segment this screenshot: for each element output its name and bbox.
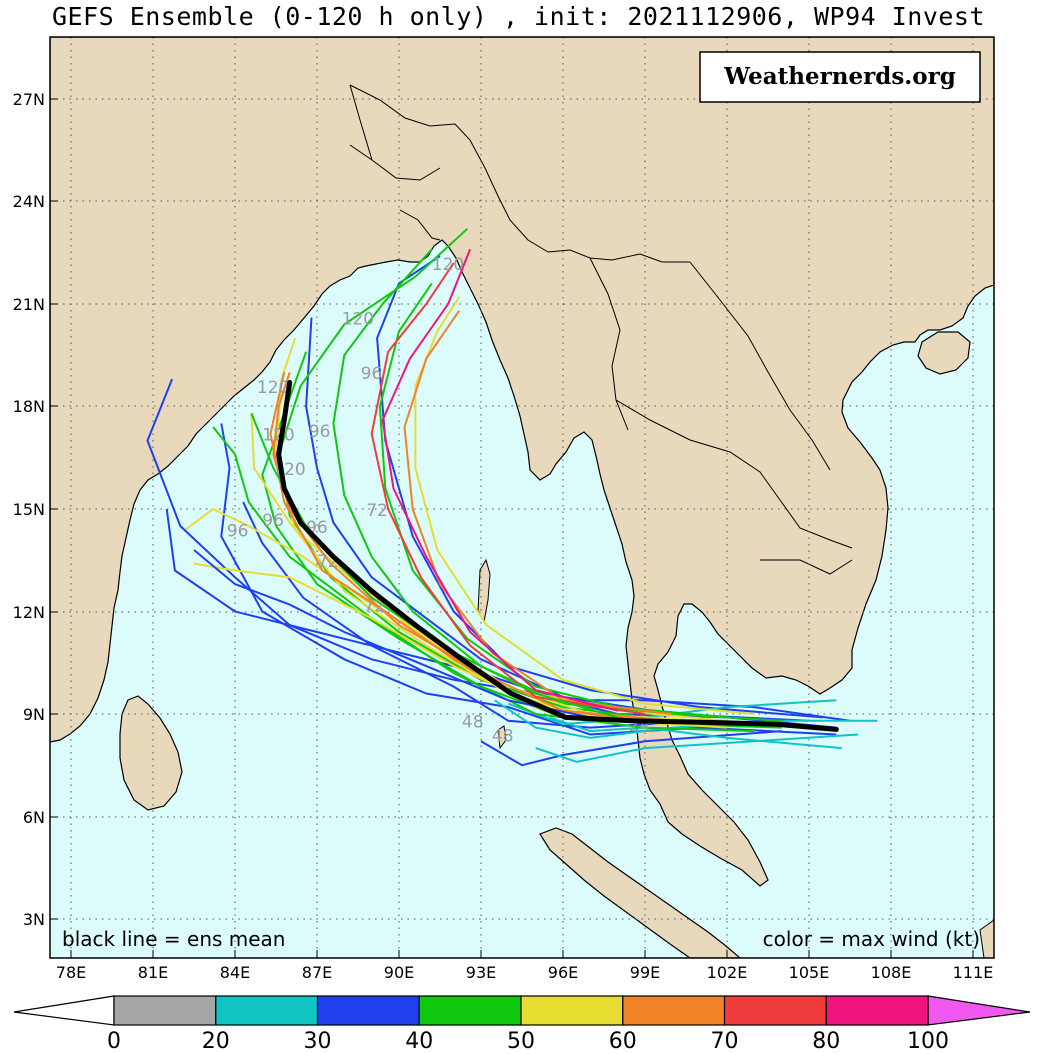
colorbar-segment <box>825 995 929 1026</box>
lat-label: 12N <box>13 603 45 622</box>
ensemble-member-track <box>535 733 859 763</box>
lat-label: 21N <box>13 295 45 314</box>
ensemble-member-track <box>193 549 591 719</box>
forecast-hour-label: 120 <box>262 426 294 446</box>
ensemble-mean-track <box>276 380 839 732</box>
colorbar-tick-label: 40 <box>405 1029 433 1054</box>
lon-label: 81E <box>138 963 168 982</box>
land-sumatra <box>539 827 741 958</box>
lon-label: 102E <box>707 963 748 982</box>
colorbar-tick-label: 30 <box>304 1029 332 1054</box>
ensemble-member-track <box>381 248 618 712</box>
lon-label: 84E <box>220 963 250 982</box>
forecast-hour-label: 96 <box>309 422 331 442</box>
colorbar-segment <box>316 995 420 1026</box>
forecast-hour-label: 96 <box>262 511 284 531</box>
ensemble-member-track <box>414 296 755 715</box>
land-sri-lanka <box>119 695 183 811</box>
lon-label: 105E <box>789 963 830 982</box>
colorbar-tick-label: 100 <box>907 1029 949 1054</box>
lon-label: 111E <box>953 963 994 982</box>
colorbar-ticks: 0 20 30 40 50 60 70 80 100 <box>107 1029 949 1054</box>
ensemble-member-track <box>378 282 728 719</box>
forecast-hour-label: 72 <box>364 597 386 617</box>
ensemble-member-track <box>403 310 673 715</box>
forecast-hour-label: 72 <box>317 552 339 572</box>
ensemble-member-track <box>370 262 646 715</box>
country-borders <box>349 84 853 575</box>
colorbar-segment <box>622 995 726 1026</box>
colorbar-tick-label: 50 <box>507 1029 535 1054</box>
forecast-hour-label: 96 <box>227 521 249 541</box>
forecast-hour-label: 96 <box>361 364 383 384</box>
colorbar-segment <box>215 995 319 1026</box>
colorbar-tick-label: 80 <box>812 1029 840 1054</box>
colorbar-segment <box>723 995 827 1026</box>
mean-line-legend: black line = ens mean <box>62 927 286 951</box>
axis-ticks <box>50 98 974 958</box>
ensemble-member-track <box>305 317 810 722</box>
colorbar-tick-label: 0 <box>107 1029 121 1054</box>
forecast-hour-label: 120 <box>432 255 464 275</box>
ensemble-member-track <box>494 699 878 739</box>
colorbar-segment <box>520 995 624 1026</box>
lat-label: 9N <box>23 705 45 724</box>
map-frame <box>49 36 995 959</box>
ensemble-member-track <box>250 413 700 726</box>
ensemble-member-track <box>146 378 837 729</box>
forecast-hour-label: 72 <box>366 501 388 521</box>
lon-label: 90E <box>384 963 414 982</box>
lat-label: 6N <box>23 808 45 827</box>
forecast-hour-label: 120 <box>342 309 374 329</box>
forecast-hour-label: 48 <box>462 713 484 733</box>
credit-box: Weathernerds.org <box>699 51 981 103</box>
lon-label: 108E <box>871 963 912 982</box>
colorbar-segment <box>113 995 217 1026</box>
colorbar-under-arrow <box>13 995 115 1026</box>
land-borneo-edge <box>979 919 994 958</box>
lon-label: 96E <box>548 963 578 982</box>
forecast-hour-label: 48 <box>492 726 514 746</box>
lat-label: 3N <box>23 910 45 929</box>
ensemble-member-track <box>250 412 618 719</box>
lon-label: 87E <box>302 963 332 982</box>
colorbar-tick-label: 20 <box>202 1029 230 1054</box>
ensemble-member-track <box>272 371 673 722</box>
land-nicobar <box>497 725 507 750</box>
lon-label: 93E <box>466 963 496 982</box>
longitude-labels: 78E 81E 84E 87E 90E 93E 96E 99E 102E 105… <box>56 963 994 982</box>
colorbar-tick-label: 70 <box>711 1029 739 1054</box>
forecast-hour-label: 120 <box>257 378 289 398</box>
colorbar-tick-label: 60 <box>609 1029 637 1054</box>
wind-colorbar <box>13 995 1031 1026</box>
land-hainan <box>917 331 971 375</box>
lon-label: 78E <box>56 963 86 982</box>
lon-label: 99E <box>630 963 660 982</box>
map-title: GEFS Ensemble (0-120 h only) , init: 202… <box>51 2 986 31</box>
colorbar-segment <box>418 995 522 1026</box>
land-mainland <box>50 37 994 887</box>
lat-label: 24N <box>13 192 45 211</box>
ensemble-member-track <box>376 255 823 719</box>
land-layer <box>50 37 994 958</box>
ensemble-member-track <box>480 730 782 767</box>
credit-text: Weathernerds.org <box>723 63 956 90</box>
lat-label: 15N <box>13 500 45 519</box>
wind-color-legend: color = max wind (kt) <box>763 927 980 951</box>
latitude-labels: 27N 24N 21N 18N 15N 12N 9N 6N 3N <box>13 90 45 929</box>
colorbar-over-arrow <box>927 995 1031 1026</box>
lat-label: 18N <box>13 397 45 416</box>
lat-label: 27N <box>13 90 45 109</box>
